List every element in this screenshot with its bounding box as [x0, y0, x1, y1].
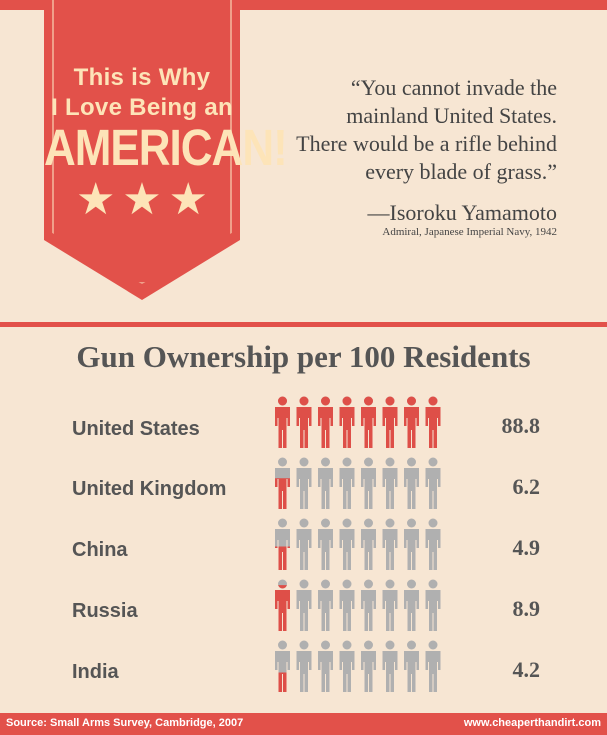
person-icon [404, 640, 419, 692]
person-icon-fill [278, 672, 287, 692]
pictograph [275, 640, 441, 692]
person-icon [296, 640, 312, 692]
chart-title: Gun Ownership per 100 Residents [76, 339, 531, 374]
person-icon [425, 396, 441, 448]
icon-row-united-kingdom [274, 457, 446, 513]
person-icon [361, 640, 376, 692]
icon-row-india [274, 640, 446, 696]
person-icon [382, 640, 398, 692]
person-icon [296, 518, 312, 570]
banner-line-2: I Love Being an [51, 94, 233, 121]
person-icon-fill [382, 396, 398, 448]
star-icon: ★ [76, 175, 116, 224]
row-value-china: 4.9 [512, 535, 541, 560]
divider [0, 322, 607, 327]
person-icon [361, 579, 376, 631]
pictograph [275, 579, 441, 631]
person-icon [275, 640, 290, 692]
person-icon-fill [361, 396, 376, 448]
person-icon [404, 518, 419, 570]
quote: “You cannot invade the mainland United S… [257, 74, 557, 186]
person-icon [275, 396, 290, 448]
row-label-united-kingdom: United Kingdom [72, 478, 227, 500]
footer: Source: Small Arms Survey, Cambridge, 20… [0, 713, 607, 735]
pictograph [275, 396, 441, 448]
person-icon-fill [404, 396, 419, 448]
quote-line: mainland United States. [346, 103, 557, 128]
person-icon [318, 457, 333, 509]
person-icon [361, 518, 376, 570]
person-icon [361, 396, 376, 448]
person-icon [275, 518, 290, 570]
person-icon [339, 579, 355, 631]
quote-line: “You cannot invade the [350, 75, 557, 100]
person-icon [296, 457, 312, 509]
person-icon [296, 396, 312, 448]
person-icon [382, 518, 398, 570]
footer-website[interactable]: www.cheaperthandirt.com [463, 717, 601, 729]
person-icon-fill [296, 396, 312, 448]
star-icon: ★ [168, 175, 208, 224]
banner-border [52, 0, 232, 284]
person-icon-fill [339, 396, 355, 448]
person-icon [318, 518, 333, 570]
person-icon-fill [275, 546, 290, 570]
person-icon [404, 579, 419, 631]
person-icon [339, 640, 355, 692]
quote-line: There would be a rifle behind [296, 131, 557, 156]
row-label-united-states: United States [72, 418, 200, 440]
person-icon-fill [425, 396, 441, 448]
person-icon [275, 457, 290, 509]
pictograph [275, 518, 441, 570]
row-value-india: 4.2 [512, 657, 541, 682]
person-icon-fill [275, 478, 290, 509]
footer-source: Source: Small Arms Survey, Cambridge, 20… [6, 717, 244, 729]
person-icon [382, 457, 398, 509]
row-label-russia: Russia [72, 600, 138, 622]
pictograph [275, 457, 441, 509]
person-icon [296, 579, 312, 631]
row-label-india: India [72, 661, 119, 683]
person-icon [361, 457, 376, 509]
person-icon [404, 396, 419, 448]
person-icon-fill [275, 396, 290, 448]
person-icon [382, 396, 398, 448]
banner-line-1: This is Why [73, 64, 211, 91]
person-icon [318, 640, 333, 692]
person-icon [275, 579, 290, 631]
person-icon [425, 640, 441, 692]
person-icon [339, 457, 355, 509]
person-icon [382, 579, 398, 631]
person-icon [318, 396, 333, 448]
person-icon [318, 579, 333, 631]
quote-author: —Isoroku Yamamoto [367, 200, 557, 225]
person-icon [339, 518, 355, 570]
icon-row-china [274, 518, 446, 574]
person-icon [339, 396, 355, 448]
person-icon [425, 457, 441, 509]
person-icon [404, 457, 419, 509]
row-label-china: China [72, 539, 128, 561]
row-value-russia: 8.9 [512, 596, 541, 621]
banner-line-3: AMERICAN! [44, 120, 288, 177]
row-value-united-kingdom: 6.2 [512, 474, 541, 499]
person-icon [425, 579, 441, 631]
person-icon [425, 518, 441, 570]
person-icon-fill [318, 396, 333, 448]
person-icon-fill [275, 585, 290, 631]
stars: ★ ★ ★ [76, 178, 208, 222]
star-icon: ★ [122, 175, 162, 224]
icon-row-russia [274, 579, 446, 635]
quote-line: every blade of grass.” [365, 159, 557, 184]
top-band [0, 0, 607, 10]
icon-row-united-states [274, 396, 446, 452]
quote-author-title: Admiral, Japanese Imperial Navy, 1942 [382, 226, 557, 238]
banner-ribbon [44, 0, 240, 300]
row-value-united-states: 88.8 [501, 413, 541, 438]
